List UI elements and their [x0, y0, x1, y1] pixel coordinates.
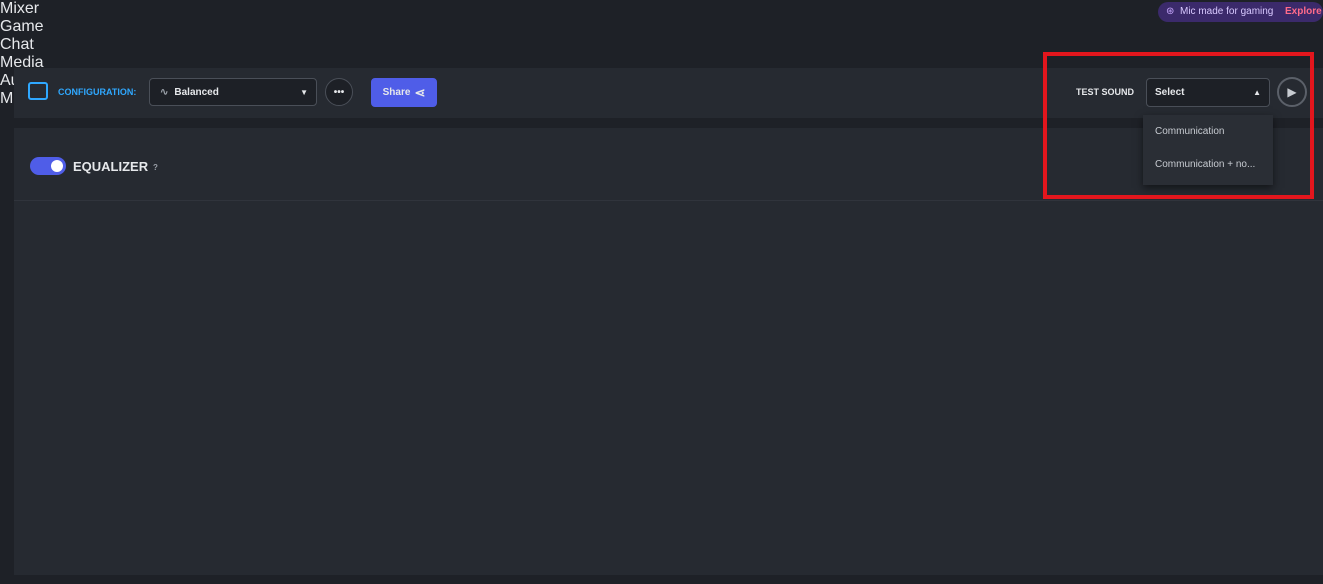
config-value: Balanced — [174, 86, 219, 98]
share-button[interactable]: Share ⋖ — [371, 78, 437, 107]
caret: ▼ — [300, 87, 308, 97]
share-label: Share — [382, 87, 411, 98]
eq-title: EQUALIZER — [73, 159, 149, 174]
caret: ▲ — [1253, 88, 1261, 97]
explore-link[interactable]: Explore — [1285, 6, 1322, 17]
more-button[interactable]: ••• — [325, 78, 353, 106]
eq-toggle[interactable] — [30, 157, 66, 175]
tab[interactable]: Game — [0, 18, 44, 35]
config-select[interactable]: ∿ Balanced ▼ — [149, 78, 317, 106]
divider — [14, 200, 1323, 201]
play-button[interactable]: ▶ — [1277, 77, 1307, 107]
test-sound-menu: Communication Communication + no... — [1143, 115, 1273, 185]
promo-text: Mic made for gaming — [1180, 6, 1274, 17]
tab[interactable]: Media — [0, 54, 44, 71]
config-label: CONFIGURATION: — [58, 87, 137, 97]
test-sound-value: Select — [1155, 87, 1185, 98]
eq-help[interactable]: ? — [153, 163, 158, 172]
test-sound-label: TEST SOUND — [1076, 87, 1135, 97]
config-icon: ∿ — [160, 86, 169, 98]
promo-icon: ⊛ — [1166, 6, 1175, 17]
tab[interactable]: Mixer — [0, 0, 40, 17]
menu-option[interactable]: Communication — [1155, 126, 1225, 137]
test-sound-select[interactable]: Select ▲ — [1146, 78, 1270, 107]
promo[interactable]: ⊛ Mic made for gaming Explore — [1158, 2, 1323, 22]
config-icon — [28, 82, 48, 100]
toggle-knob — [51, 160, 63, 172]
tab[interactable]: Chat — [0, 36, 34, 53]
menu-option[interactable]: Communication + no... — [1155, 159, 1256, 170]
equalizer-panel — [14, 128, 1323, 575]
share-icon: ⋖ — [414, 84, 426, 100]
highlight-box — [1043, 52, 1314, 199]
